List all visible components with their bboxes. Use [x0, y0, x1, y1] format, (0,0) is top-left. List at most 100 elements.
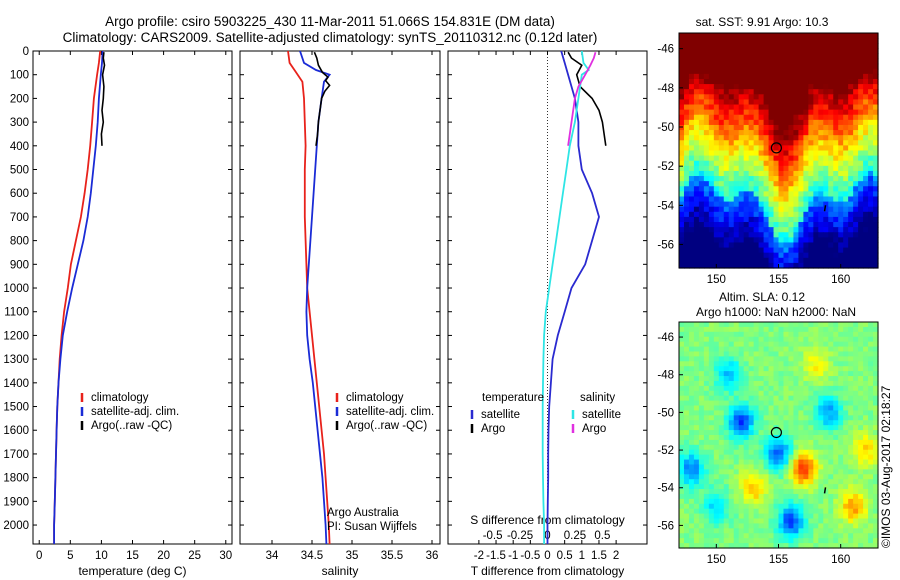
sst_map-ytick-label: -56 [657, 240, 674, 252]
sst-map-panel: sat. SST: 9.91 Argo: 10.3 150 155 160 -46 -4… [657, 15, 879, 286]
diff-legend-label: satellite [582, 409, 621, 421]
sla_map-xtick-label: 150 [707, 554, 726, 566]
sst_map-float-marker [770, 142, 782, 154]
sst_map-track-mark [823, 205, 827, 212]
depth-tick-label: 1500 [3, 402, 29, 414]
credit-annotation: Argo Australia [327, 507, 399, 519]
secondary-xtick-label: 0.25 [564, 530, 586, 542]
depth-tick-label: 1400 [3, 378, 29, 390]
sst_map-ytick-label: -50 [657, 122, 674, 134]
depth-tick-label: 500 [10, 165, 29, 177]
differences-xtick-label: 1 [579, 550, 585, 562]
depth-tick-label: 600 [10, 188, 29, 200]
differences-xtick-label: -2 [474, 550, 484, 562]
sst_map-ytick-label: -52 [657, 161, 674, 173]
temperature-panel: 0100200300400500600700800900100011001200… [3, 46, 233, 578]
sla_map-ytick-label: -56 [657, 520, 674, 532]
temperature-xtick-label: 10 [95, 550, 108, 562]
depth-tick-label: 1900 [3, 496, 29, 508]
depth-tick-label: 1300 [3, 354, 29, 366]
salinity-xtick-label: 36 [426, 550, 439, 562]
sla_map-ytick-label: -48 [657, 370, 674, 382]
depth-tick-label: 700 [10, 212, 29, 224]
sla_map-xtick-label: 160 [831, 554, 850, 566]
salinity-xtick-label: 34 [266, 550, 279, 562]
sla-map-panel: Altim. SLA: 0.12 Argo h1000: NaN h2000: … [657, 290, 879, 566]
depth-tick-label: 0 [23, 46, 29, 58]
sst_map-cells [679, 33, 879, 269]
depth-tick-label: 1100 [4, 307, 29, 319]
temperature-series-satellite-adj-clim- [53, 50, 104, 544]
differences-xlabel: T difference from climatology [471, 564, 625, 578]
depth-tick-label: 1200 [3, 330, 29, 342]
sla_map-ytick-label: -46 [657, 332, 674, 344]
sla_map-track-mark [823, 487, 827, 494]
temperature-legend-label: climatology [91, 392, 149, 404]
credit-text: ©IMOS 03-Aug-2017 02:18:27 [879, 385, 893, 548]
depth-tick-label: 1700 [3, 449, 29, 461]
sst_map-ytick-label: -48 [657, 83, 674, 95]
depth-tick-label: 1000 [3, 283, 29, 295]
salinity-legend-label: climatology [346, 392, 404, 404]
diff-legend-label: satellite [481, 409, 520, 421]
sla_map-ytick-label: -50 [657, 407, 674, 419]
difference-panel: -2 -1.5 -1 -0.5 0 0.5 1 1.5 2T difference from c… [447, 50, 648, 578]
sla_map-ytick-label: -52 [657, 445, 674, 457]
differences-series-temperature-satellite [546, 50, 600, 544]
sst_map-ytick-label: -54 [657, 200, 674, 212]
salinity-xlabel: salinity [322, 564, 359, 578]
secondary-xtick-label: -0.5 [483, 530, 503, 542]
temperature-xtick-label: 15 [126, 550, 139, 562]
sla_map-float-marker [770, 426, 782, 439]
differences-xtick-label: -1 [508, 550, 518, 562]
depth-tick-label: 1600 [3, 425, 29, 437]
temperature-plot-frame [32, 50, 233, 545]
title-line2: Climatology: CARS2009. Satellite-adjuste… [63, 30, 598, 45]
differences-series-temperature-argo [567, 51, 607, 146]
differences-xtick-label: 0.5 [557, 550, 573, 562]
secondary-xtick-label: -0.25 [507, 530, 533, 542]
salinity-legend-label: Argo(..raw -QC) [346, 420, 427, 432]
title-line1: Argo profile: csiro 5903225_430 11-Mar-2… [105, 14, 555, 29]
depth-tick-label: 400 [10, 141, 29, 153]
sla_map-ytick-label: -54 [657, 483, 674, 495]
sla-map-title-line2: Argo h1000: NaN h2000: NaN [696, 305, 856, 319]
temperature-xtick-label: 30 [219, 550, 232, 562]
salinity-xtick-label: 35.5 [381, 550, 403, 562]
temperature-xtick-label: 20 [157, 550, 170, 562]
depth-tick-label: 2000 [3, 520, 29, 532]
depth-tick-label: 300 [10, 117, 29, 129]
differences-xtick-label: -0.5 [520, 550, 540, 562]
depth-tick-label: 800 [10, 236, 29, 248]
sst_map-xtick-label: 160 [831, 274, 850, 286]
salinity-plot-frame [239, 50, 441, 545]
salinity-series-climatology [287, 50, 331, 545]
temperature-xtick-label: 0 [36, 550, 42, 562]
sla_map-cells [679, 322, 879, 549]
credit-annotation: PI: Susan Wijffels [327, 521, 417, 533]
differences-xtick-label: -1.5 [486, 550, 506, 562]
sla-map-title-line1: Altim. SLA: 0.12 [719, 290, 805, 304]
sst_map-ytick-label: -46 [657, 44, 674, 56]
salinity-legend-label: satellite-adj. clim. [346, 406, 434, 418]
temperature-xtick-label: 5 [67, 550, 73, 562]
differences-series-salinity-argo [567, 51, 597, 146]
secondary-xtick-label: 0.5 [594, 530, 610, 542]
legend-temperature-title: temperature [482, 392, 544, 404]
temperature-xlabel: temperature (deg C) [78, 564, 186, 578]
depth-tick-label: 1800 [3, 473, 29, 485]
sst_map-xtick-label: 155 [769, 274, 788, 286]
sla_map-xtick-label: 155 [769, 554, 788, 566]
depth-tick-label: 100 [10, 70, 29, 82]
differences-series-salinity-satellite [541, 50, 590, 544]
differences-xtick-label: 1.5 [591, 550, 607, 562]
differences-xtick-label: 0 [544, 550, 550, 562]
legend-salinity-title: salinity [580, 392, 615, 404]
sst_map-xtick-label: 150 [707, 274, 726, 286]
salinity-panel: 34 34.5 35 35.5 36 salinity climatology satelli… [239, 50, 441, 578]
diff-legend-label: Argo [582, 423, 606, 435]
salinity-series-argo-raw-qc- [313, 51, 331, 146]
temperature-series-argo-raw-qc- [100, 52, 106, 146]
temperature-xtick-label: 25 [188, 550, 201, 562]
